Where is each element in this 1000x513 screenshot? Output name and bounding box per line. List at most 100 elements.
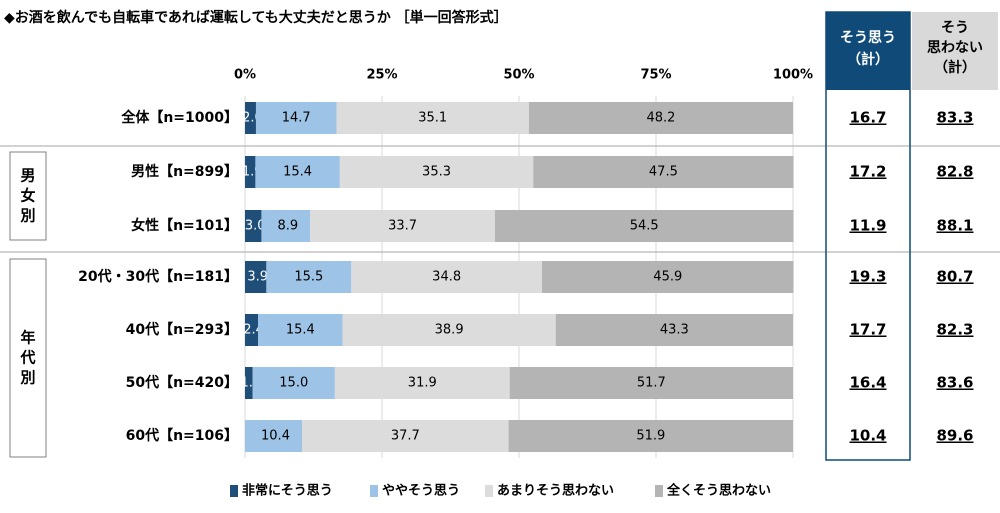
group-box <box>9 258 47 458</box>
agree-total: 16.4 <box>849 374 886 392</box>
legend-label: 全くそう思わない <box>666 483 771 499</box>
bar-segment <box>542 261 794 293</box>
disagree-total: 80.7 <box>936 268 973 286</box>
data-label: 31.9 <box>408 376 437 391</box>
agree-total: 17.2 <box>849 163 886 181</box>
disagree-total: 82.8 <box>936 163 973 181</box>
category-label: 50代【n=420】 <box>126 374 238 391</box>
chart-title: ◆お酒を飲んでも自転車であれば運転しても大丈夫だと思うか ［単一回答形式］ <box>4 9 508 26</box>
agree-header-text: （計） <box>847 51 889 68</box>
bar-segment <box>245 261 267 293</box>
disagree-total: 89.6 <box>936 427 973 445</box>
category-label: 男性【n=899】 <box>131 163 238 180</box>
legend-swatch <box>485 485 493 497</box>
tick-label: 0% <box>234 68 256 83</box>
bar-segment <box>245 156 256 188</box>
group-label: 別 <box>19 207 35 225</box>
bar-segment <box>245 210 262 242</box>
data-label: 48.2 <box>646 111 675 126</box>
legend-label: ややそう思う <box>382 484 460 499</box>
data-label: 10.4 <box>261 429 290 444</box>
category-label: 40代【n=293】 <box>126 321 238 338</box>
data-label: 35.3 <box>422 165 451 180</box>
bar-segment <box>509 367 793 399</box>
bar-segment <box>494 210 794 242</box>
data-label: 15.0 <box>279 376 308 391</box>
data-label: 37.7 <box>391 429 420 444</box>
bar-segment <box>342 314 556 346</box>
data-label: 3.0 <box>245 219 266 234</box>
data-label: 47.5 <box>649 165 678 180</box>
data-label: 38.9 <box>435 323 464 338</box>
bar-segment <box>245 367 253 399</box>
bar-segment <box>336 102 529 134</box>
disagree-total: 88.1 <box>936 217 973 235</box>
data-label: 51.7 <box>637 376 666 391</box>
legend: 非常にそう思う ややそう思う あまりそう思わない 全くそう思わない <box>230 483 771 499</box>
data-label: 51.9 <box>636 429 665 444</box>
bar-segment <box>245 420 302 452</box>
axis-tick-labels: 0% 25% 50% 75% 100% <box>234 68 813 83</box>
legend-label: 非常にそう思う <box>242 483 333 499</box>
category-label: 女性【n=101】 <box>131 217 238 234</box>
agree-column-frame <box>825 11 911 461</box>
bar-segment <box>245 314 259 346</box>
agree-header-bg <box>826 12 910 90</box>
data-label: 8.9 <box>277 219 298 234</box>
bar-segment <box>255 102 337 134</box>
group-label: 男 <box>20 167 35 185</box>
data-label: 15.4 <box>283 165 312 180</box>
disagree-header-bg <box>912 12 998 90</box>
bar-segment <box>339 156 534 188</box>
tick-label: 100% <box>773 68 813 83</box>
bar-segment <box>533 156 794 188</box>
group-box <box>9 151 47 241</box>
data-label: 3.9 <box>247 270 268 285</box>
data-label: 14.7 <box>282 111 311 126</box>
bar-segment <box>351 261 543 293</box>
data-label: 15.5 <box>294 270 323 285</box>
bar-segment <box>245 102 256 134</box>
disagree-total: 82.3 <box>936 321 973 339</box>
group-label: 代 <box>19 349 35 367</box>
legend-label: あまりそう思わない <box>497 484 614 499</box>
group-label: 別 <box>19 369 35 387</box>
bar-segment <box>310 210 495 242</box>
disagree-header-text: そう <box>941 20 969 36</box>
category-label: 60代【n=106】 <box>126 427 238 444</box>
bars: 2.0 14.7 35.1 48.21.9 15.4 35.3 47.53.0 8.9 33.7… <box>240 102 794 452</box>
agree-header-text: そう思う <box>840 30 896 46</box>
data-label: 34.8 <box>432 270 461 285</box>
summary-columns: そう思う （計） そう思わない （計） 16.7 83.3 17.2 82.8 11.9 88.1… <box>825 11 998 461</box>
agree-total: 17.7 <box>849 321 886 339</box>
data-label: 35.1 <box>418 111 447 126</box>
group-label: 女 <box>20 187 35 205</box>
data-label: 54.5 <box>630 219 659 234</box>
bar-segment <box>301 420 509 452</box>
bar-segment <box>555 314 793 346</box>
bar-segment <box>252 367 335 399</box>
bar-segment <box>261 210 311 242</box>
legend-swatch <box>230 485 238 497</box>
tick-label: 75% <box>640 68 671 83</box>
group-label: 年 <box>20 329 35 347</box>
category-label: 全体【n=1000】 <box>120 109 238 126</box>
bar-segment <box>334 367 510 399</box>
data-label: 33.7 <box>388 219 417 234</box>
agree-total: 16.7 <box>849 109 886 127</box>
bar-segment <box>255 156 340 188</box>
tick-label: 50% <box>503 68 534 83</box>
agree-total: 11.9 <box>849 217 886 235</box>
disagree-total: 83.3 <box>936 109 973 127</box>
legend-swatch <box>655 485 663 497</box>
bar-segment <box>528 102 793 134</box>
bar-segment <box>266 261 352 293</box>
category-labels: 全体【n=1000】男性【n=899】女性【n=101】 20代・30代【n=18… <box>78 109 238 444</box>
disagree-header-text: （計） <box>934 59 976 76</box>
data-label: 15.4 <box>286 323 315 338</box>
agree-total: 10.4 <box>849 427 886 445</box>
bar-segment <box>258 314 343 346</box>
data-label: 43.3 <box>660 323 689 338</box>
